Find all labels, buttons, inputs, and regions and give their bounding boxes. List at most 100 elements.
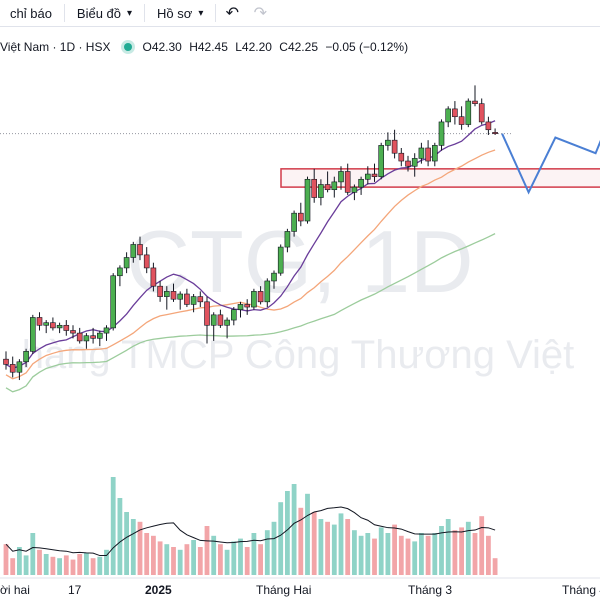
candle [425,140,431,167]
candle-body [143,254,150,269]
candle [164,286,170,310]
candle-body [36,317,43,326]
volume-bar [258,544,263,575]
volume-bar [224,549,230,575]
redo-icon[interactable]: ↷ [253,5,268,22]
volume-ma-line [5,506,496,557]
indicators-menu[interactable]: chỉ báo [0,0,62,26]
volume-bar [352,530,357,575]
candle [331,176,338,198]
resistance-zone[interactable] [0,133,600,188]
candle-body [50,322,56,329]
candle [438,119,445,151]
volume-bar [244,547,250,575]
candle [204,296,210,344]
volume-bar [425,535,431,575]
projection-path[interactable] [501,88,600,195]
candle-body [23,351,29,363]
candle-body [371,173,378,177]
volume-bar [157,541,163,575]
candle-body [264,280,271,303]
candle [70,325,76,339]
chart-type-label: Biểu đồ [76,5,122,21]
candle [90,327,96,344]
volume-bar [238,538,243,575]
candle-body [358,178,364,188]
candle [364,166,371,185]
candle [29,314,36,354]
candle [97,330,103,347]
volume-bar [472,533,478,575]
candle [485,116,492,135]
volume-bar [30,533,36,575]
volume-bar [465,521,471,575]
candle [351,184,358,201]
candle [311,168,318,203]
candle-body [210,314,217,326]
candle-body [391,139,398,154]
candle-body [56,324,63,329]
volume-bar [318,519,324,575]
volume-bar [264,530,270,575]
volume-bar [419,533,424,575]
candle [318,179,324,206]
candle-body [237,304,244,310]
candle [304,176,311,224]
candle-body [324,184,331,191]
volume-bar [231,541,237,575]
ohlc-values: O42.30 H42.45 L42.20 C42.25 −0.05 (−0.12… [142,40,412,54]
time-axis: ời hai 17 2025 Tháng Hai Tháng 3 Tháng 4 [0,577,600,597]
candle-body [297,212,304,222]
candle [16,359,23,381]
volume-bar [251,533,257,575]
candle [411,153,418,177]
candle [103,325,110,341]
candle-body [43,322,50,326]
candle [431,142,438,167]
volume-bar [452,530,458,575]
volume-bar [137,521,143,575]
candle-body [231,309,237,321]
candle [231,307,237,326]
candle [143,247,150,274]
candle-body [9,364,16,373]
volume-bar [412,541,418,575]
chart-type-menu[interactable]: Biểu đồ ▾ [67,0,142,26]
candle-body [351,186,358,193]
candle [452,101,458,125]
candle [297,202,304,227]
candle-body [485,121,492,131]
candle [3,351,9,370]
symbol-info[interactable]: Việt Nam · 1D · HSX [0,40,111,54]
candle-body [3,358,9,365]
volume-bar [84,552,89,575]
volume-bar [385,533,391,575]
volume-bar [43,554,49,575]
volume-bar [479,516,485,575]
change-value: −0.05 (−0.12%) [325,40,409,54]
open-value: O42.30 [142,40,182,54]
candle [76,327,83,344]
candle [465,98,472,128]
candle-body [418,147,425,159]
candle-body [184,293,190,305]
volume-bar [372,538,377,575]
profile-menu[interactable]: Hồ sơ ▾ [147,0,213,26]
volume-bar [171,547,176,575]
volume-bar [345,519,351,575]
candle [43,320,50,334]
candle [184,288,190,308]
candle-body [277,246,284,274]
candle-body [472,100,478,104]
candle-body [177,293,183,300]
volume-bar [305,493,310,575]
volume-bar [398,535,404,575]
volume-bar [445,519,451,575]
undo-icon[interactable]: ↶ [225,5,240,22]
candle-body [83,335,90,342]
candle-body [284,231,291,248]
volume-bar [97,556,103,575]
volume-bar [17,547,22,575]
candle-body [197,296,204,303]
